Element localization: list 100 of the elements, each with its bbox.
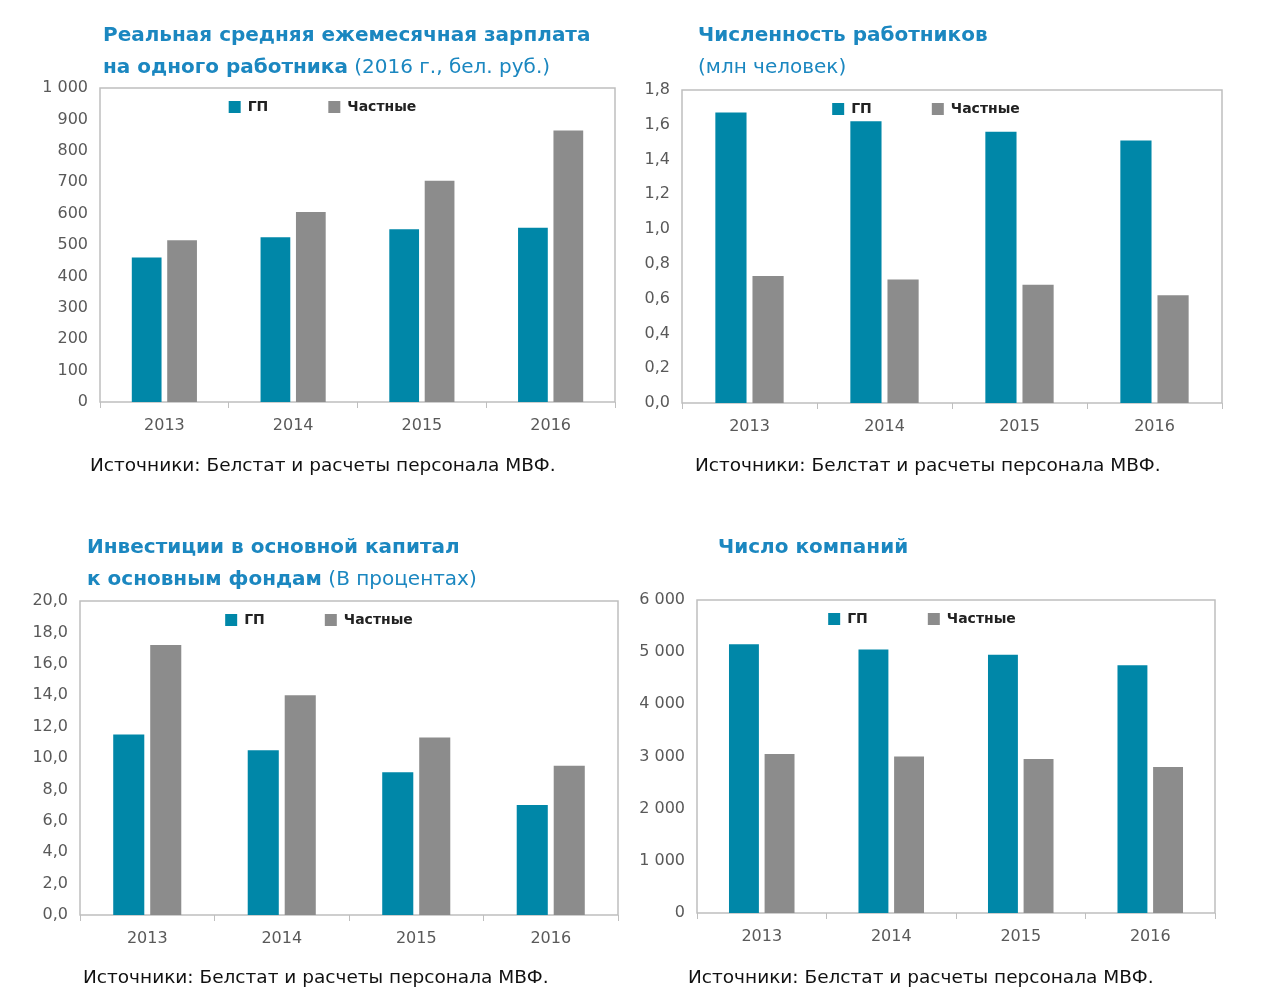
x-tick-label: 2016 <box>1134 415 1175 435</box>
text: Источники: Белстат и расчеты персонала МВФ. <box>695 453 1161 477</box>
y-tick-label: 400 <box>57 265 88 285</box>
bar <box>1117 665 1148 913</box>
chart-title: Инвестиции в основной капитал к основным фондам (В процентах) <box>87 534 477 590</box>
bar <box>389 229 420 402</box>
bar <box>131 257 162 402</box>
bar <box>284 695 316 915</box>
bar <box>1153 766 1184 913</box>
bar <box>150 644 182 915</box>
y-tick-label: 0,0 <box>42 904 68 924</box>
bar <box>728 644 759 913</box>
legend-label: Частные <box>946 609 1016 626</box>
bar <box>518 227 548 402</box>
y-tick-label: 12,0 <box>32 715 68 735</box>
y-tick-label: 14,0 <box>32 684 68 704</box>
bar <box>764 753 795 913</box>
bar <box>553 130 584 402</box>
y-tick-label: 0 <box>77 391 88 411</box>
y-tick-label: 3 000 <box>639 745 685 765</box>
bar <box>887 279 919 403</box>
legend-label: ГП <box>851 99 872 116</box>
chart-title: Реальная средняя ежемесячная зарплата на одного работника (2016 г., бел. руб.) <box>103 22 591 78</box>
chart-title: Число компаний <box>718 534 909 558</box>
bar <box>167 240 197 402</box>
x-tick-label: 2016 <box>530 414 571 434</box>
x-tick-label: 2015 <box>1000 925 1042 945</box>
bar <box>247 750 279 915</box>
y-tick-label: 4,0 <box>42 841 68 861</box>
bar <box>113 734 145 915</box>
x-tick-label: 2013 <box>126 927 168 947</box>
y-tick-label: 0,4 <box>644 322 670 342</box>
y-tick-label: 200 <box>57 328 88 348</box>
bar <box>295 212 326 402</box>
y-tick-label: 1 000 <box>639 849 685 869</box>
legend-label: ГП <box>244 610 265 627</box>
y-tick-label: 6,0 <box>42 809 68 829</box>
bar <box>752 276 784 403</box>
y-tick-label: 0 <box>674 902 685 922</box>
y-tick-label: 10,0 <box>32 747 68 767</box>
y-tick-label: 800 <box>57 139 88 159</box>
y-tick-label: 5 000 <box>639 641 685 661</box>
bar <box>1023 759 1054 913</box>
legend-label: Частные <box>347 97 417 114</box>
y-tick-label: 18,0 <box>32 621 68 641</box>
y-tick-label: 2,0 <box>42 872 68 892</box>
y-tick-label: 1,0 <box>644 218 670 238</box>
y-tick-label: 1 000 <box>42 77 88 97</box>
x-tick-label: 2016 <box>530 927 572 947</box>
x-tick-label: 2014 <box>261 927 303 947</box>
y-tick-label: 1,8 <box>644 79 670 99</box>
legend-label: ГП <box>847 609 868 626</box>
x-tick-label: 2015 <box>401 414 443 434</box>
x-tick-label: 2014 <box>864 415 905 435</box>
x-tick-label: 2016 <box>1129 925 1171 945</box>
x-tick-label: 2014 <box>272 414 314 434</box>
bar <box>985 131 1017 403</box>
x-tick-label: 2013 <box>729 415 770 435</box>
y-tick-label: 500 <box>57 234 88 254</box>
bar <box>1022 284 1054 403</box>
bar <box>516 805 548 915</box>
legend-label: ГП <box>247 97 269 114</box>
bar <box>1157 295 1189 403</box>
x-tick-label: 2015 <box>395 927 437 947</box>
y-tick-label: 0,8 <box>644 253 670 273</box>
bar <box>260 237 291 402</box>
y-tick-label: 1,2 <box>644 183 670 203</box>
bar <box>850 121 882 403</box>
y-tick-label: 6 000 <box>639 589 685 609</box>
y-tick-label: 100 <box>57 359 88 379</box>
bar <box>987 654 1018 913</box>
text: Источники: Белстат и расчеты персонала МВФ. <box>688 965 1154 989</box>
y-tick-label: 4 000 <box>639 693 685 713</box>
y-tick-label: 1,6 <box>644 113 670 133</box>
y-tick-label: 1,4 <box>644 148 670 168</box>
y-tick-label: 0,2 <box>644 357 670 377</box>
x-tick-label: 2015 <box>999 415 1040 435</box>
bar <box>894 756 925 913</box>
y-tick-label: 0,0 <box>644 392 670 412</box>
bar <box>419 737 451 915</box>
y-tick-label: 16,0 <box>32 652 68 672</box>
y-tick-label: 700 <box>57 171 88 191</box>
x-tick-label: 2013 <box>144 414 185 434</box>
y-tick-label: 8,0 <box>42 778 68 798</box>
x-tick-label: 2013 <box>741 925 783 945</box>
bar <box>382 772 414 915</box>
x-tick-label: 2014 <box>870 925 912 945</box>
bar <box>858 649 889 913</box>
chart-title: Численность работников (млн человек) <box>698 22 988 78</box>
y-tick-label: 20,0 <box>32 590 68 610</box>
text: Источники: Белстат и расчеты персонала МВФ. <box>90 453 556 477</box>
bar <box>424 180 455 402</box>
y-tick-label: 0,6 <box>644 287 670 307</box>
legend-label: Частные <box>950 99 1020 116</box>
bar <box>715 112 747 403</box>
text: Источники: Белстат и расчеты персонала МВФ. <box>83 965 549 989</box>
bar <box>1120 140 1152 403</box>
y-tick-label: 2 000 <box>639 797 685 817</box>
y-tick-label: 600 <box>57 202 88 222</box>
y-tick-label: 300 <box>57 296 88 316</box>
